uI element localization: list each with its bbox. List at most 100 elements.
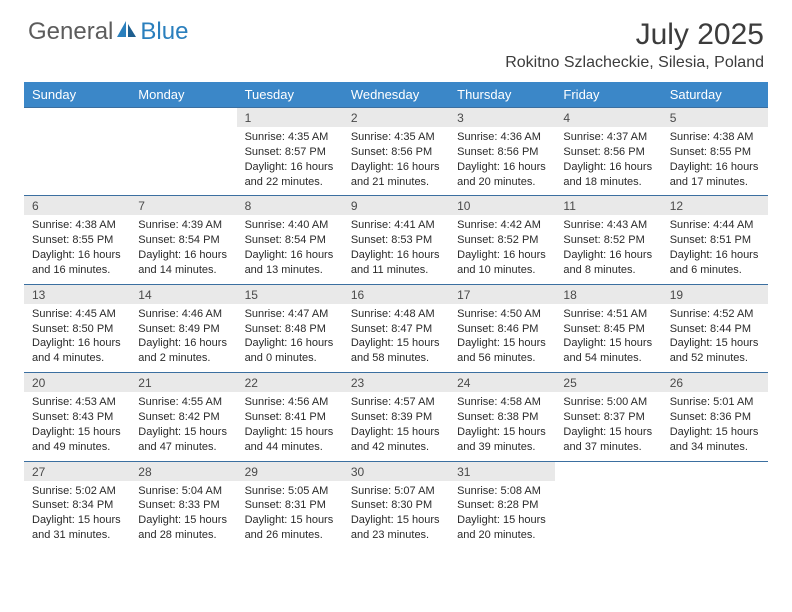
day-content-cell: Sunrise: 5:01 AMSunset: 8:36 PMDaylight:… xyxy=(662,392,768,461)
day-content-cell: Sunrise: 5:08 AMSunset: 8:28 PMDaylight:… xyxy=(449,481,555,549)
sunrise-line: Sunrise: 4:44 AM xyxy=(670,218,760,233)
sunset-line: Sunset: 8:49 PM xyxy=(138,322,228,337)
day-content-cell: Sunrise: 4:50 AMSunset: 8:46 PMDaylight:… xyxy=(449,304,555,373)
sunrise-line: Sunrise: 5:07 AM xyxy=(351,484,441,499)
sunset-line: Sunset: 8:43 PM xyxy=(32,410,122,425)
day-number-cell: 26 xyxy=(662,373,768,393)
sunset-line: Sunset: 8:52 PM xyxy=(563,233,653,248)
sunset-line: Sunset: 8:33 PM xyxy=(138,498,228,513)
sunrise-line: Sunrise: 4:38 AM xyxy=(670,130,760,145)
day-number-cell xyxy=(555,461,661,481)
sunset-line: Sunset: 8:45 PM xyxy=(563,322,653,337)
daylight-line: Daylight: 15 hours and 31 minutes. xyxy=(32,513,122,543)
sunset-line: Sunset: 8:55 PM xyxy=(670,145,760,160)
sunrise-line: Sunrise: 4:36 AM xyxy=(457,130,547,145)
day-content-cell: Sunrise: 4:38 AMSunset: 8:55 PMDaylight:… xyxy=(662,127,768,196)
sunrise-line: Sunrise: 4:35 AM xyxy=(351,130,441,145)
sunset-line: Sunset: 8:28 PM xyxy=(457,498,547,513)
daylight-line: Daylight: 15 hours and 28 minutes. xyxy=(138,513,228,543)
day-content-cell: Sunrise: 5:00 AMSunset: 8:37 PMDaylight:… xyxy=(555,392,661,461)
sunrise-line: Sunrise: 5:08 AM xyxy=(457,484,547,499)
day-number: 7 xyxy=(138,199,145,213)
header: General Blue July 2025 Rokitno Szlacheck… xyxy=(0,0,792,78)
sunset-line: Sunset: 8:42 PM xyxy=(138,410,228,425)
logo-sail-icon xyxy=(116,20,138,45)
daylight-line: Daylight: 15 hours and 56 minutes. xyxy=(457,336,547,366)
sunrise-line: Sunrise: 4:48 AM xyxy=(351,307,441,322)
month-title: July 2025 xyxy=(505,18,764,52)
day-number-cell: 3 xyxy=(449,108,555,128)
daylight-line: Daylight: 16 hours and 11 minutes. xyxy=(351,248,441,278)
sunrise-line: Sunrise: 5:05 AM xyxy=(245,484,335,499)
sunset-line: Sunset: 8:48 PM xyxy=(245,322,335,337)
day-content-cell: Sunrise: 4:55 AMSunset: 8:42 PMDaylight:… xyxy=(130,392,236,461)
sunrise-line: Sunrise: 4:58 AM xyxy=(457,395,547,410)
day-number-cell xyxy=(662,461,768,481)
day-content-cell: Sunrise: 4:58 AMSunset: 8:38 PMDaylight:… xyxy=(449,392,555,461)
day-number: 20 xyxy=(32,376,45,390)
sunset-line: Sunset: 8:57 PM xyxy=(245,145,335,160)
day-number-cell: 23 xyxy=(343,373,449,393)
day-number-cell: 16 xyxy=(343,284,449,304)
sunset-line: Sunset: 8:47 PM xyxy=(351,322,441,337)
sunrise-line: Sunrise: 4:40 AM xyxy=(245,218,335,233)
day-content-cell: Sunrise: 5:02 AMSunset: 8:34 PMDaylight:… xyxy=(24,481,130,549)
day-number-cell: 14 xyxy=(130,284,236,304)
sunrise-line: Sunrise: 4:57 AM xyxy=(351,395,441,410)
day-number: 2 xyxy=(351,111,358,125)
sunrise-line: Sunrise: 4:41 AM xyxy=(351,218,441,233)
weekday-header: Monday xyxy=(130,82,236,108)
sunrise-line: Sunrise: 4:39 AM xyxy=(138,218,228,233)
daylight-line: Daylight: 16 hours and 18 minutes. xyxy=(563,160,653,190)
weekday-header: Wednesday xyxy=(343,82,449,108)
sunrise-line: Sunrise: 4:37 AM xyxy=(563,130,653,145)
day-number: 15 xyxy=(245,288,258,302)
day-number-cell: 19 xyxy=(662,284,768,304)
weekday-header: Thursday xyxy=(449,82,555,108)
daylight-line: Daylight: 16 hours and 0 minutes. xyxy=(245,336,335,366)
day-content-cell: Sunrise: 4:37 AMSunset: 8:56 PMDaylight:… xyxy=(555,127,661,196)
day-number-cell: 2 xyxy=(343,108,449,128)
day-number-cell: 10 xyxy=(449,196,555,216)
daylight-line: Daylight: 15 hours and 54 minutes. xyxy=(563,336,653,366)
daylight-line: Daylight: 15 hours and 44 minutes. xyxy=(245,425,335,455)
sunrise-line: Sunrise: 4:42 AM xyxy=(457,218,547,233)
day-number: 23 xyxy=(351,376,364,390)
day-number-cell: 18 xyxy=(555,284,661,304)
sunset-line: Sunset: 8:44 PM xyxy=(670,322,760,337)
daylight-line: Daylight: 15 hours and 37 minutes. xyxy=(563,425,653,455)
day-number: 4 xyxy=(563,111,570,125)
day-content-row: Sunrise: 4:38 AMSunset: 8:55 PMDaylight:… xyxy=(24,215,768,284)
day-content-cell: Sunrise: 4:45 AMSunset: 8:50 PMDaylight:… xyxy=(24,304,130,373)
sunrise-line: Sunrise: 4:53 AM xyxy=(32,395,122,410)
sunset-line: Sunset: 8:36 PM xyxy=(670,410,760,425)
day-number-cell: 5 xyxy=(662,108,768,128)
sunset-line: Sunset: 8:56 PM xyxy=(457,145,547,160)
sunset-line: Sunset: 8:52 PM xyxy=(457,233,547,248)
day-number: 24 xyxy=(457,376,470,390)
daylight-line: Daylight: 16 hours and 14 minutes. xyxy=(138,248,228,278)
sunset-line: Sunset: 8:53 PM xyxy=(351,233,441,248)
day-number: 21 xyxy=(138,376,151,390)
weekday-header-row: Sunday Monday Tuesday Wednesday Thursday… xyxy=(24,82,768,108)
day-number-cell: 21 xyxy=(130,373,236,393)
day-content-cell xyxy=(662,481,768,549)
day-number: 25 xyxy=(563,376,576,390)
day-number-cell: 1 xyxy=(237,108,343,128)
day-number-row: 1 2 34 5 xyxy=(24,108,768,128)
day-content-cell xyxy=(24,127,130,196)
sunset-line: Sunset: 8:46 PM xyxy=(457,322,547,337)
sunset-line: Sunset: 8:50 PM xyxy=(32,322,122,337)
sunrise-line: Sunrise: 4:45 AM xyxy=(32,307,122,322)
day-number: 5 xyxy=(670,111,677,125)
day-number-cell: 4 xyxy=(555,108,661,128)
day-number-row: 6789101112 xyxy=(24,196,768,216)
day-number: 18 xyxy=(563,288,576,302)
calendar-table: Sunday Monday Tuesday Wednesday Thursday… xyxy=(24,82,768,549)
day-number-cell: 17 xyxy=(449,284,555,304)
sunset-line: Sunset: 8:38 PM xyxy=(457,410,547,425)
sunset-line: Sunset: 8:54 PM xyxy=(138,233,228,248)
day-content-row: Sunrise: 4:53 AMSunset: 8:43 PM Daylight:… xyxy=(24,392,768,461)
day-number: 1 xyxy=(245,111,252,125)
daylight-line: Daylight: 16 hours and 2 minutes. xyxy=(138,336,228,366)
